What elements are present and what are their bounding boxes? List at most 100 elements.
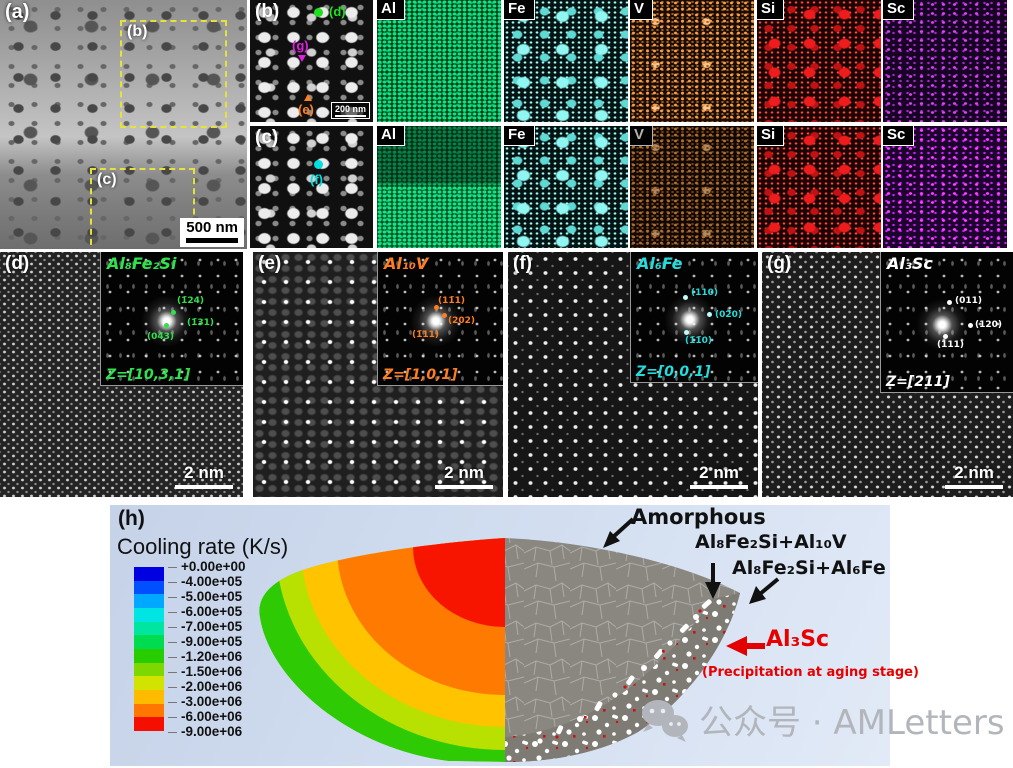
panel-b-stem: (b) (d) (g) (e) 200 nm (250, 0, 373, 122)
reflection-spot (968, 323, 973, 328)
microstructure-half (505, 538, 740, 762)
legend-tick: -2.00e+06 (168, 679, 246, 694)
annotation-amorphous: Amorphous (631, 505, 766, 529)
eds-map-si-row1-label: Si (757, 0, 785, 20)
legend-tick: -5.00e+05 (168, 589, 246, 604)
fft-inset-d: Al₈Fe₂Si (1̄24) (1̄31) (04̄3) Z=[10,3,1] (100, 252, 243, 386)
watermark-text: 公众号 · AMLetters (699, 703, 1005, 743)
scale-bar-200nm: 200 nm (330, 102, 370, 119)
marker-e: (e) (298, 102, 314, 117)
scale-bar-500nm-text: 500 nm (186, 218, 238, 236)
watermark: 公众号 · AMLetters (638, 695, 1005, 744)
reflection-label: (04̄3) (147, 332, 175, 342)
zone-axis-g: Z=[211] (886, 374, 950, 390)
scale-bar-2nm-e-line (435, 485, 493, 489)
marker-f: (f) (310, 172, 323, 187)
fft-inset-f: Al₆Fe (110) (02̄0) (1̄1̄0) Z=[0,0,1] (630, 252, 758, 383)
phase-label-al6fe: Al₆Fe (637, 254, 683, 273)
panel-c-stem: (c) (f) (250, 126, 373, 248)
panel-a-label: (a) (5, 1, 30, 23)
reflection-spot (684, 330, 689, 335)
eds-map-sc-row1-label: Sc (883, 0, 915, 20)
roi-box-b: (b) (120, 20, 227, 128)
scale-bar-2nm-g-text: 2 nm (954, 463, 994, 482)
reflection-label: (110) (691, 288, 719, 298)
phase-label-al8fe2si: Al₈Fe₂Si (107, 254, 177, 273)
eds-map-al-row1-label: Al (377, 0, 405, 20)
reflection-label: (111) (937, 340, 965, 350)
panel-g-label: (g) (767, 253, 792, 274)
colorbar-segment (134, 608, 164, 622)
annotation-al3sc: Al₃Sc (766, 627, 830, 652)
eds-map-fe-row1: Fe (504, 0, 628, 122)
reflection-label: (1̄24) (177, 296, 205, 306)
panel-e-label: (e) (258, 253, 282, 274)
panel-h-simulation: (h) Cooling rate (K/s) +0.00e+00 -4.00e+… (110, 505, 1005, 766)
legend-tick: -6.00e+06 (168, 709, 246, 724)
colorbar-segment (134, 580, 164, 595)
eds-map-sc-row1: Sc (883, 0, 1007, 122)
marker-d: (d) (329, 4, 346, 19)
eds-map-sc-row2: Sc (883, 126, 1007, 248)
reflection-label: (011) (955, 296, 983, 306)
zone-axis-e: Z=[1,0,1] (383, 367, 458, 383)
colorbar-segment (134, 635, 164, 650)
legend-tick: -3.00e+06 (168, 694, 246, 709)
phase-label-al3sc: Al₃Sc (887, 254, 933, 273)
eds-map-fe-row2-label: Fe (504, 126, 535, 146)
scale-bar-2nm-f: 2 nm (690, 463, 748, 489)
cooling-rate-contour-half (259, 538, 505, 762)
reflection-spot (164, 323, 169, 328)
legend-tick: -9.00e+05 (168, 634, 246, 649)
roi-box-c-label: (c) (97, 171, 117, 188)
crystalline-particle-chain (537, 599, 712, 744)
legend-tick: -9.00e+06 (168, 724, 246, 739)
colorbar-segment (134, 594, 164, 609)
eds-map-v-row1-label: V (630, 0, 654, 20)
reflection-label: (120) (975, 320, 1003, 330)
scale-bar-200nm-text: 200 nm (334, 104, 366, 114)
marker-dot-d (314, 8, 323, 17)
scale-bar-500nm-line (186, 238, 238, 243)
panel-f-label: (f) (513, 253, 532, 274)
eds-map-si-row1: Si (757, 0, 881, 122)
panel-g-hrtem: (g) Al₃Sc (011) (120) (111) Z=[211] 2 nm (762, 252, 1013, 497)
reflection-label: (202) (448, 316, 476, 326)
colorbar-segment (134, 662, 164, 677)
marker-e-arrow-icon (304, 94, 312, 101)
roi-box-c: (c) (90, 168, 195, 249)
solidification-droplet-graphic (259, 517, 780, 762)
scale-bar-2nm-f-text: 2 nm (699, 463, 739, 482)
scale-bar-2nm-e-text: 2 nm (444, 463, 484, 482)
reflection-spot (707, 312, 712, 317)
zone-axis-d: Z=[10,3,1] (106, 367, 191, 383)
reflection-label: (02̄0) (715, 310, 743, 320)
fft-inset-e: Al₁₀V (11̄1) (202) (1̄11) Z=[1,0,1] (377, 252, 503, 386)
panel-b-label: (b) (255, 1, 280, 22)
panel-e-hrtem: (e) Al₁₀V (11̄1) (202) (1̄11) Z=[1,0,1] … (253, 252, 503, 497)
reflection-spot (947, 300, 952, 305)
panel-d-hrtem: (d) Al₈Fe₂Si (1̄24) (1̄31) (04̄3) Z=[10,… (0, 252, 243, 497)
scale-bar-2nm-d-line (175, 485, 233, 489)
scale-bar-2nm-f-line (690, 485, 748, 489)
eds-map-fe-row2: Fe (504, 126, 628, 248)
reflection-spot (171, 310, 176, 315)
legend-tick: -4.00e+05 (168, 574, 246, 589)
scale-bar-2nm-e: 2 nm (435, 463, 493, 489)
eds-map-al-row2-label: Al (377, 126, 405, 146)
eds-map-al-row1: Al (377, 0, 501, 122)
colorbar-segment (134, 567, 164, 581)
marker-dot-f (314, 160, 323, 169)
panel-c-label: (c) (255, 127, 279, 148)
annotation-arrows (603, 517, 780, 656)
scale-bar-2nm-d-text: 2 nm (184, 463, 224, 482)
eds-map-fe-row1-label: Fe (504, 0, 535, 20)
reflection-spot (442, 313, 447, 318)
eds-map-sc-row2-label: Sc (883, 126, 915, 146)
panel-d-label: (d) (5, 253, 30, 274)
reflection-label: (11̄1) (438, 296, 466, 306)
reflection-label: (1̄1̄0) (685, 336, 713, 346)
panel-h-label: (h) (118, 507, 145, 530)
wechat-icon (642, 699, 688, 742)
